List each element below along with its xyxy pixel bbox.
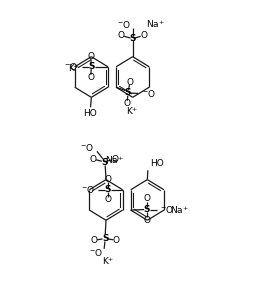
Text: $^{-}$O: $^{-}$O [89, 247, 103, 258]
Text: $^{-}$O: $^{-}$O [80, 143, 94, 153]
Text: Na$^{+}$: Na$^{+}$ [170, 204, 189, 216]
Text: O: O [87, 52, 94, 60]
Text: O: O [143, 216, 150, 225]
Text: HO: HO [150, 159, 164, 168]
Text: K$^{+}$: K$^{+}$ [102, 256, 114, 268]
Text: $^{-}$O: $^{-}$O [81, 184, 95, 195]
Text: O: O [111, 155, 118, 164]
Text: O: O [123, 99, 130, 108]
Text: O: O [141, 31, 148, 40]
Text: K$^{+}$: K$^{+}$ [126, 105, 138, 117]
Text: S: S [101, 158, 107, 166]
Text: S: S [144, 205, 150, 214]
Text: S: S [105, 185, 111, 194]
Text: K$^{+}$: K$^{+}$ [68, 62, 81, 74]
Text: S: S [102, 233, 109, 243]
Text: O: O [112, 236, 119, 245]
Text: S: S [88, 62, 94, 71]
Text: $^{-}$O: $^{-}$O [117, 19, 131, 30]
Text: S: S [125, 88, 131, 97]
Text: Na$^{+}$: Na$^{+}$ [146, 18, 165, 30]
Text: O: O [90, 155, 96, 164]
Text: O: O [91, 236, 98, 245]
Text: O: O [143, 194, 150, 203]
Text: $^{-}$O: $^{-}$O [64, 61, 78, 72]
Text: O: O [117, 31, 124, 40]
Text: $^{-}$O: $^{-}$O [142, 88, 156, 99]
Text: O: O [127, 78, 134, 87]
Text: Na$^{+}$: Na$^{+}$ [105, 154, 124, 166]
Text: $^{-}$O: $^{-}$O [160, 204, 174, 215]
Text: HO: HO [83, 109, 97, 118]
Text: O: O [105, 195, 111, 204]
Text: O: O [105, 175, 111, 184]
Text: O: O [87, 73, 94, 82]
Text: S: S [129, 34, 136, 43]
